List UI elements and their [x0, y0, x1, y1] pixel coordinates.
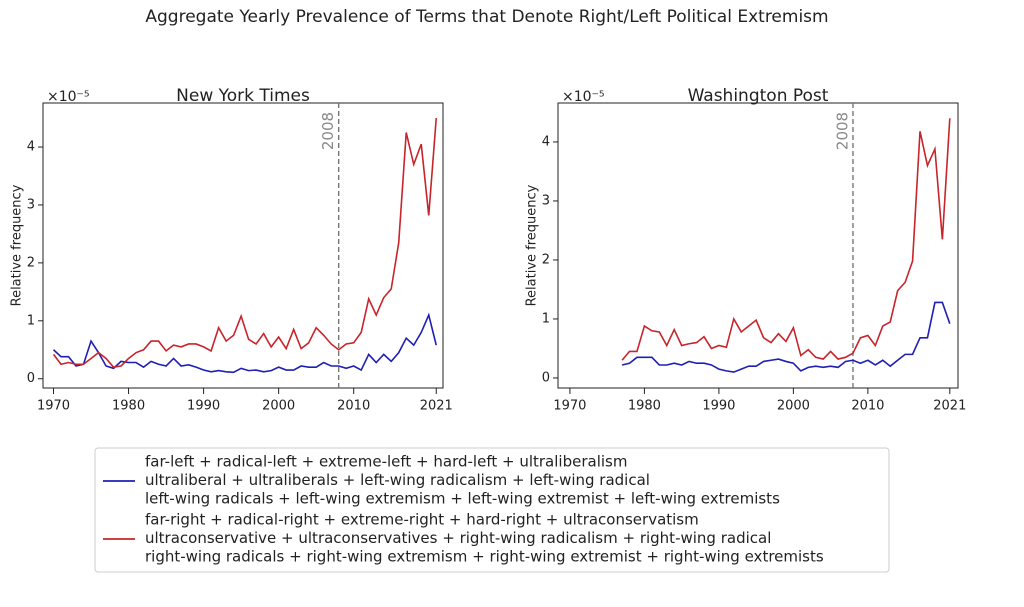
legend-label: right-wing radicals + right-wing extremi…	[145, 548, 824, 566]
legend-label: ultraliberal + ultraliberals + left-wing…	[145, 471, 650, 489]
y-tick-label: 4	[27, 140, 35, 155]
figure-title: Aggregate Yearly Prevalence of Terms tha…	[145, 7, 828, 27]
x-tick-label: 2021	[933, 399, 966, 414]
x-tick-label: 1970	[37, 399, 70, 414]
y-multiplier: ×10⁻⁵	[562, 89, 605, 105]
y-multiplier: ×10⁻⁵	[47, 89, 90, 105]
series-line	[52, 117, 438, 369]
vertical-line-label: 2008	[319, 112, 337, 150]
legend-label: left-wing radicals + left-wing extremism…	[145, 490, 780, 508]
series-line	[621, 301, 951, 373]
legend-label: far-left + radical-left + extreme-left +…	[145, 453, 627, 471]
x-tick-label: 2000	[262, 399, 295, 414]
y-axis-label: Relative frequency	[10, 184, 25, 306]
x-tick-label: 1980	[112, 399, 145, 414]
x-tick-label: 1990	[702, 399, 735, 414]
plot-area	[42, 102, 444, 389]
y-tick-label: 1	[542, 311, 550, 326]
y-tick-label: 2	[27, 255, 35, 270]
chart-title: New York Times	[176, 86, 310, 106]
y-tick-label: 0	[27, 371, 35, 386]
plot-area	[557, 102, 959, 389]
y-tick-label: 0	[542, 370, 550, 385]
series-line	[52, 312, 438, 374]
y-tick-label: 1	[27, 313, 35, 328]
y-tick-label: 3	[542, 193, 550, 208]
vertical-line-label: 2008	[833, 112, 851, 150]
chart-title: Washington Post	[688, 86, 829, 106]
x-tick-label: 2010	[851, 399, 884, 414]
x-tick-label: 2000	[777, 399, 810, 414]
x-tick-label: 2010	[337, 399, 370, 414]
x-tick-label: 1970	[553, 399, 586, 414]
y-tick-label: 2	[542, 252, 550, 267]
x-tick-label: 2021	[420, 399, 453, 414]
x-tick-label: 1980	[628, 399, 661, 414]
y-tick-label: 4	[542, 134, 550, 149]
legend-label: far-right + radical-right + extreme-righ…	[145, 511, 699, 529]
x-tick-label: 1990	[187, 399, 220, 414]
y-axis-label: Relative frequency	[525, 184, 540, 306]
series-line	[621, 118, 951, 361]
legend-box	[94, 447, 890, 573]
legend-label: ultraconservative + ultraconservatives +…	[145, 529, 771, 547]
y-tick-label: 3	[27, 197, 35, 212]
